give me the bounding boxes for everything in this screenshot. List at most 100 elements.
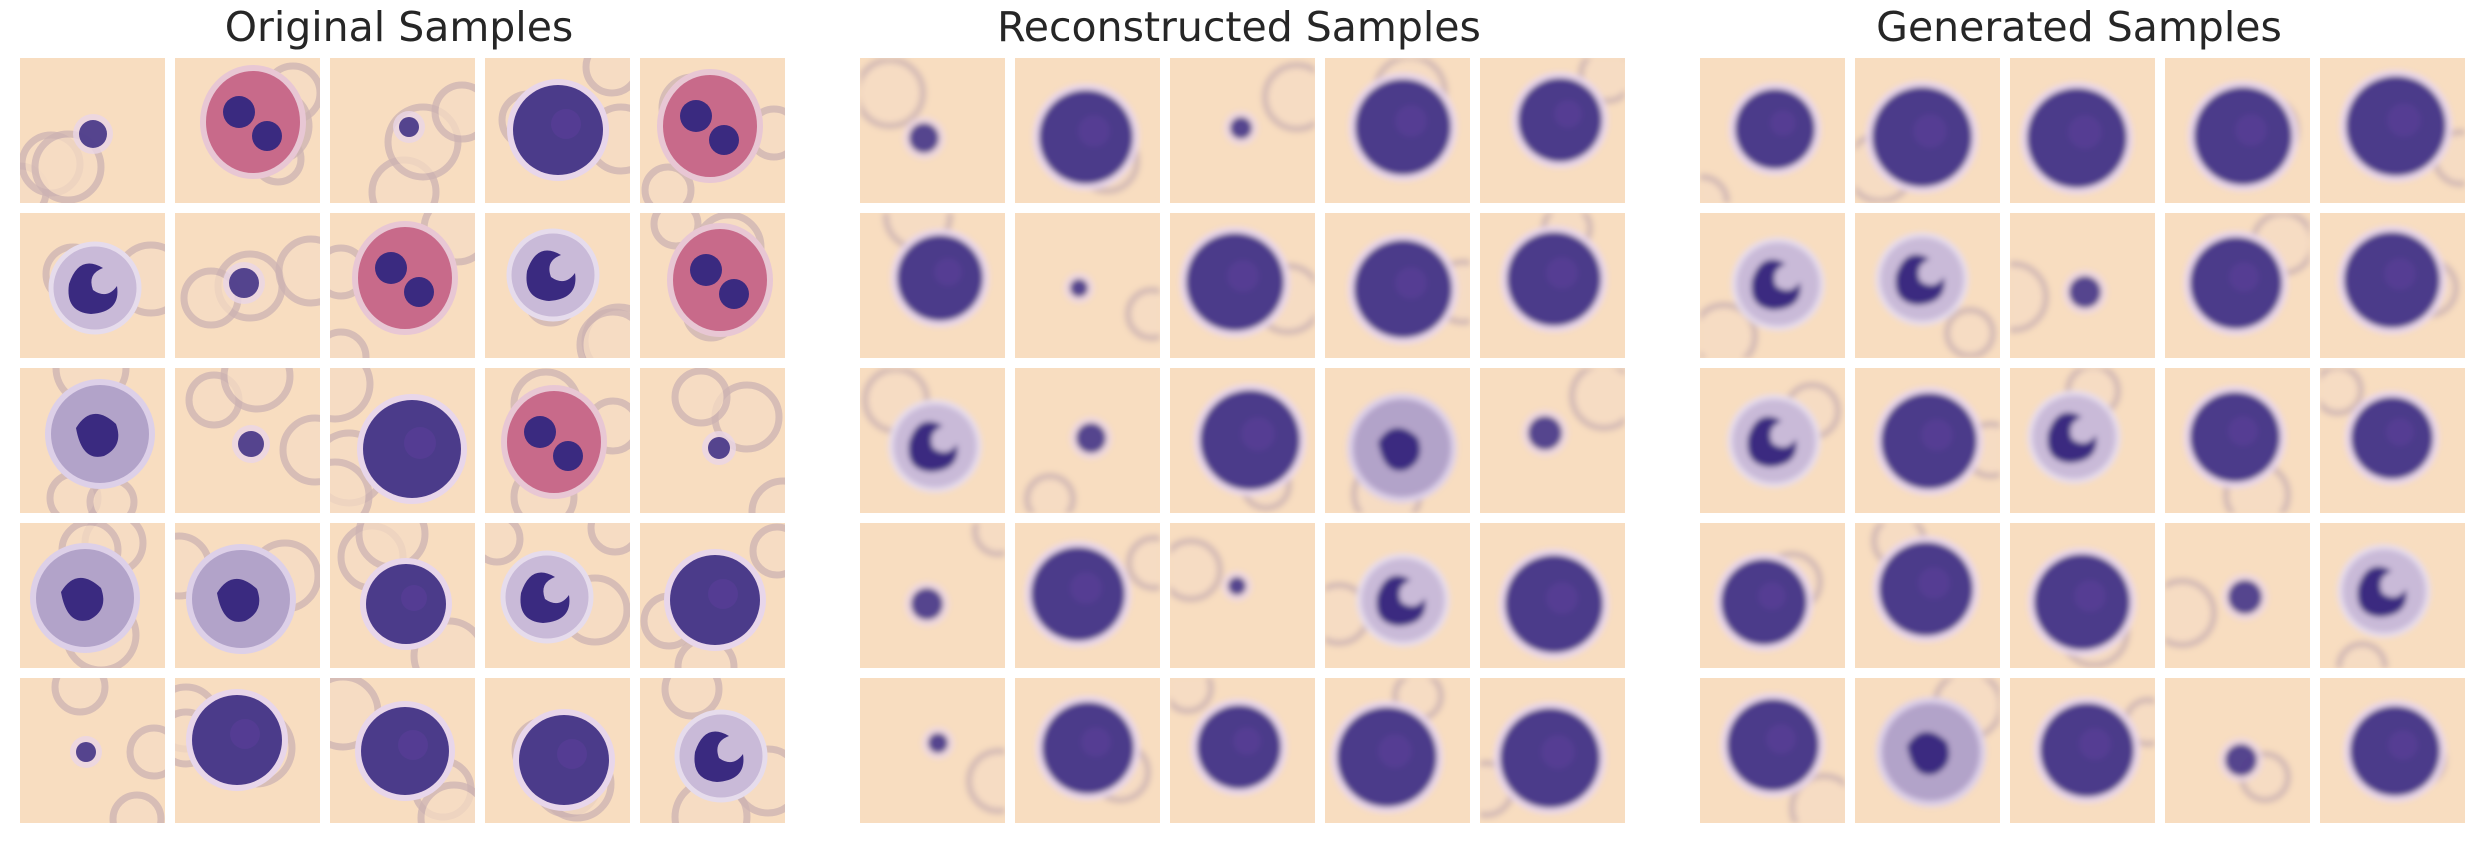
cell-image [1480,678,1625,823]
cell-image [1015,523,1160,668]
cell-image [1855,678,2000,823]
sample-tile [860,213,1005,358]
sample-tile [485,368,630,513]
sample-tile [20,213,165,358]
cell-image [640,678,785,823]
cell-image [1700,58,1845,203]
sample-tile [1700,58,1845,203]
sample-tile [1480,678,1625,823]
sample-tile [2320,523,2465,668]
sample-tile [1325,678,1470,823]
sample-tile [640,368,785,513]
sample-tile [2010,368,2155,513]
cell-image [2320,523,2465,668]
sample-tile [20,523,165,668]
sample-tile [1480,213,1625,358]
cell-image [1325,58,1470,203]
cell-image [1480,213,1625,358]
cell-image [330,678,475,823]
cell-image [2010,213,2155,358]
cell-image [2320,368,2465,513]
cell-image [1855,523,2000,668]
cell-image [2165,368,2310,513]
cell-image [20,678,165,823]
sample-tile [175,678,320,823]
cell-image [2320,678,2465,823]
sample-tile [1700,678,1845,823]
sample-tile [175,58,320,203]
cell-image [175,213,320,358]
sample-tile [1325,213,1470,358]
cell-image [1015,368,1160,513]
sample-tile [485,213,630,358]
panel-title: Generated Samples [1876,3,2282,51]
cell-image [2010,58,2155,203]
cell-image [2010,368,2155,513]
cell-image [20,523,165,668]
cell-image [330,213,475,358]
generated-samples-panel: Generated Samples [1684,0,2474,842]
sample-tile [2165,213,2310,358]
cell-image [1855,368,2000,513]
sample-tile [1170,368,1315,513]
sample-tile [1325,368,1470,513]
sample-tile [1480,523,1625,668]
cell-image [175,678,320,823]
sample-tile [175,213,320,358]
cell-image [2165,213,2310,358]
sample-tile [485,58,630,203]
sample-tile [1700,523,1845,668]
sample-tile [2320,213,2465,358]
sample-tile [2010,523,2155,668]
cell-image [1480,523,1625,668]
sample-grid [860,58,1628,826]
sample-tile [330,678,475,823]
cell-image [640,213,785,358]
sample-tile [1855,58,2000,203]
cell-image [175,58,320,203]
sample-tile [1170,678,1315,823]
cell-image [1480,368,1625,513]
cell-image [1700,678,1845,823]
sample-tile [2165,523,2310,668]
cell-image [485,678,630,823]
cell-image [1170,368,1315,513]
sample-tile [1855,213,2000,358]
cell-image [1480,58,1625,203]
cell-image [860,678,1005,823]
cell-image [640,523,785,668]
sample-tile [2010,58,2155,203]
sample-tile [1015,678,1160,823]
sample-tile [1015,58,1160,203]
cell-image [1325,213,1470,358]
sample-tile [1480,368,1625,513]
cell-image [330,58,475,203]
sample-tile [2165,368,2310,513]
cell-image [1700,213,1845,358]
sample-tile [640,58,785,203]
sample-tile [2165,58,2310,203]
cell-image [330,523,475,668]
sample-tile [860,523,1005,668]
sample-tile [860,678,1005,823]
sample-tile [2010,678,2155,823]
sample-tile [2320,58,2465,203]
cell-image [860,368,1005,513]
reconstructed-samples-panel: Reconstructed Samples [844,0,1634,842]
cell-image [1170,58,1315,203]
sample-tile [1015,213,1160,358]
sample-tile [1700,368,1845,513]
cell-image [2320,58,2465,203]
sample-tile [330,58,475,203]
sample-tile [330,368,475,513]
cell-image [2165,678,2310,823]
sample-tile [2320,368,2465,513]
cell-image [1170,678,1315,823]
sample-tile [1015,523,1160,668]
sample-tile [2010,213,2155,358]
panel-title: Original Samples [224,3,574,51]
sample-tile [1325,58,1470,203]
sample-tile [175,368,320,513]
cell-image [330,368,475,513]
